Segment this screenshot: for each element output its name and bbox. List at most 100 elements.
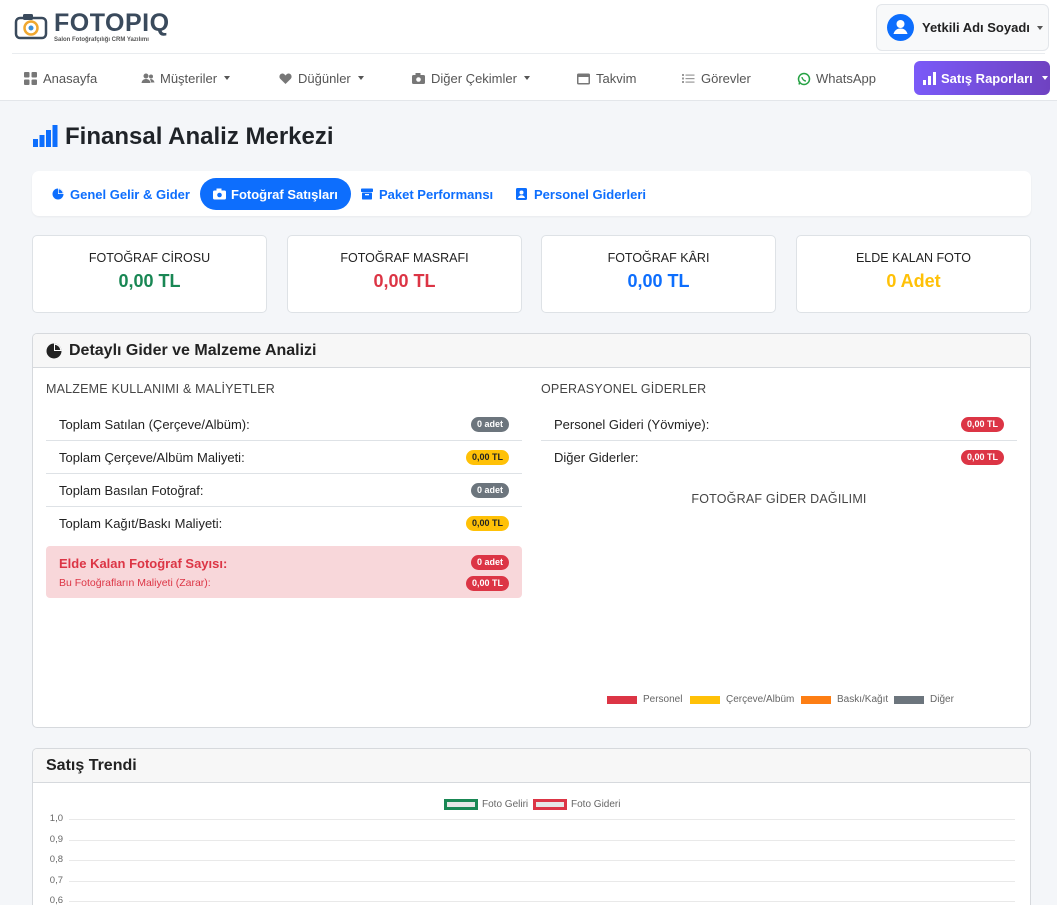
camera-icon — [14, 11, 50, 41]
legend-swatch — [801, 695, 831, 704]
card-title: Detaylı Gider ve Malzeme Analizi — [69, 341, 317, 359]
brand-logo[interactable]: FOTOPIQ Salon Fotoğrafçılığı CRM Yazılım… — [14, 11, 170, 43]
nav-item-gorevler[interactable]: Görevler — [682, 56, 751, 100]
grid-line — [69, 839, 1015, 841]
legend-item[interactable]: Baskı/Kağıt — [801, 694, 888, 705]
list-item: Personel Gideri (Yövmiye): 0,00 TL — [541, 408, 1017, 441]
stat-value: 0,00 TL — [373, 271, 436, 291]
main-nav: Anasayfa Müşteriler Düğünler Diğer Çekim… — [0, 56, 1057, 100]
chevron-down-icon — [1041, 76, 1048, 80]
legend-swatch — [607, 695, 637, 704]
chevron-down-icon — [523, 76, 530, 80]
grid-line — [69, 860, 1015, 861]
nav-label: Görevler — [701, 70, 751, 86]
legend-item[interactable]: Foto Gideri — [533, 799, 620, 810]
card-title: Satış Trendi — [46, 756, 137, 774]
nav-label: Düğünler — [298, 70, 351, 86]
top-navbar: FOTOPIQ Salon Fotoğrafçılığı CRM Yazılım… — [0, 0, 1057, 101]
nav-item-satis-raporlari[interactable]: Satış Raporları — [914, 61, 1050, 95]
y-tick-label: 0,7 — [49, 874, 63, 886]
tab-fotograf-satislari[interactable]: Fotoğraf Satışları — [200, 178, 351, 210]
legend-swatch — [894, 695, 924, 704]
nav-item-anasayfa[interactable]: Anasayfa — [24, 56, 97, 100]
stat-label: FOTOĞRAF MASRAFI — [340, 251, 469, 265]
count-badge: 0 adet — [470, 416, 509, 432]
legend-swatch — [533, 799, 567, 810]
user-name: Yetkili Adı Soyadı — [922, 20, 1030, 35]
card-header: Detaylı Gider ve Malzeme Analizi — [33, 334, 1030, 368]
tab-personel-giderleri[interactable]: Personel Giderleri — [503, 178, 659, 210]
chevron-down-icon — [1036, 25, 1043, 30]
count-badge: 0 adet — [470, 482, 509, 498]
legend-item[interactable]: Çerçeve/Albüm — [690, 694, 794, 705]
pie-chart-icon — [46, 343, 62, 359]
sales-trend-card: Satış Trendi Foto Geliri Foto Gideri 1,0… — [32, 748, 1031, 905]
row-label: Toplam Basılan Fotoğraf: — [59, 482, 204, 498]
legend-item[interactable]: Personel — [607, 694, 682, 705]
grid-icon — [24, 71, 37, 85]
count-badge: 0 adet — [470, 555, 509, 570]
list-item: Toplam Kağıt/Baskı Maliyeti: 0,00 TL — [46, 507, 522, 540]
calendar-icon — [577, 72, 590, 85]
chevron-down-icon — [224, 76, 231, 80]
tab-genel-gelir-gider[interactable]: Genel Gelir & Gider — [39, 178, 203, 210]
heart-icon — [279, 72, 292, 85]
stat-card-elde-kalan: ELDE KALAN FOTO 0 Adet — [796, 235, 1031, 313]
list-icon — [682, 72, 695, 85]
row-label: Personel Gideri (Yövmiye): — [554, 416, 710, 432]
stat-label: FOTOĞRAF CİROSU — [88, 251, 211, 265]
id-badge-icon — [516, 188, 528, 200]
section-title-materials: MALZEME KULLANIMI & MALİYETLER — [46, 382, 275, 396]
detail-analysis-card: Detaylı Gider ve Malzeme Analizi MALZEME… — [32, 333, 1031, 728]
y-tick-label: 0,6 — [49, 895, 63, 905]
amount-badge: 0,00 TL — [960, 450, 1004, 465]
legend-label: Diğer — [930, 694, 954, 705]
legend-item[interactable]: Foto Geliri — [444, 799, 528, 810]
amount-badge: 0,00 TL — [465, 576, 509, 591]
y-tick-label: 0,9 — [49, 833, 63, 845]
grid-line — [69, 880, 1015, 882]
nav-label: Takvim — [596, 70, 637, 86]
brand-name: FOTOPIQ — [54, 9, 170, 37]
section-title-operational: OPERASYONEL GİDERLER — [541, 382, 707, 396]
nav-item-dugunler[interactable]: Düğünler — [279, 56, 364, 100]
row-label: Toplam Çerçeve/Albüm Maliyeti: — [59, 449, 245, 465]
tab-label: Genel Gelir & Gider — [70, 186, 190, 202]
nav-item-takvim[interactable]: Takvim — [577, 56, 636, 100]
report-tabs: Genel Gelir & Gider Fotoğraf Satışları P… — [32, 171, 1031, 216]
y-tick-label: 1,0 — [49, 813, 63, 824]
amount-badge: 0,00 TL — [465, 516, 509, 531]
stat-value: 0 Adet — [886, 271, 941, 291]
nav-item-whatsapp[interactable]: WhatsApp — [797, 56, 876, 100]
grid-line — [69, 819, 1015, 820]
legend-swatch — [690, 695, 720, 704]
stat-label: FOTOĞRAF KÂRI — [607, 251, 710, 265]
nav-item-diger-cekimler[interactable]: Diğer Çekimler — [412, 56, 530, 100]
tab-label: Paket Performansı — [379, 186, 494, 202]
user-menu-button[interactable]: Yetkili Adı Soyadı — [876, 4, 1049, 51]
pie-chart-icon — [52, 188, 64, 200]
list-item: Toplam Basılan Fotoğraf: 0 adet — [46, 474, 522, 507]
nav-label: Satış Raporları — [941, 70, 1033, 86]
legend-label: Çerçeve/Albüm — [726, 694, 795, 705]
page-header: Finansal Analiz Merkezi — [33, 123, 334, 151]
stat-value: 0,00 TL — [118, 271, 181, 291]
nav-label: Müşteriler — [160, 70, 218, 86]
nav-item-musteriler[interactable]: Müşteriler — [141, 56, 231, 100]
page-title: Finansal Analiz Merkezi — [65, 123, 334, 150]
divider — [12, 53, 1045, 54]
box-icon — [361, 188, 373, 200]
row-label: Toplam Kağıt/Baskı Maliyeti: — [59, 516, 223, 531]
list-item: Diğer Giderler: 0,00 TL — [541, 441, 1017, 474]
whatsapp-icon — [797, 72, 811, 85]
legend-label: Personel — [643, 694, 683, 705]
stat-card-kar: FOTOĞRAF KÂRI 0,00 TL — [541, 235, 776, 313]
amount-badge: 0,00 TL — [960, 416, 1004, 432]
tab-paket-performansi[interactable]: Paket Performansı — [348, 178, 506, 210]
legend-label: Foto Geliri — [482, 799, 529, 810]
legend-item[interactable]: Diğer — [894, 694, 954, 705]
stat-label: ELDE KALAN FOTO — [855, 251, 972, 265]
alert-subtitle: Bu Fotoğrafların Maliyeti (Zarar): — [59, 577, 211, 589]
stat-card-masraf: FOTOĞRAF MASRAFI 0,00 TL — [287, 235, 522, 313]
y-tick-label: 0,8 — [49, 854, 63, 865]
